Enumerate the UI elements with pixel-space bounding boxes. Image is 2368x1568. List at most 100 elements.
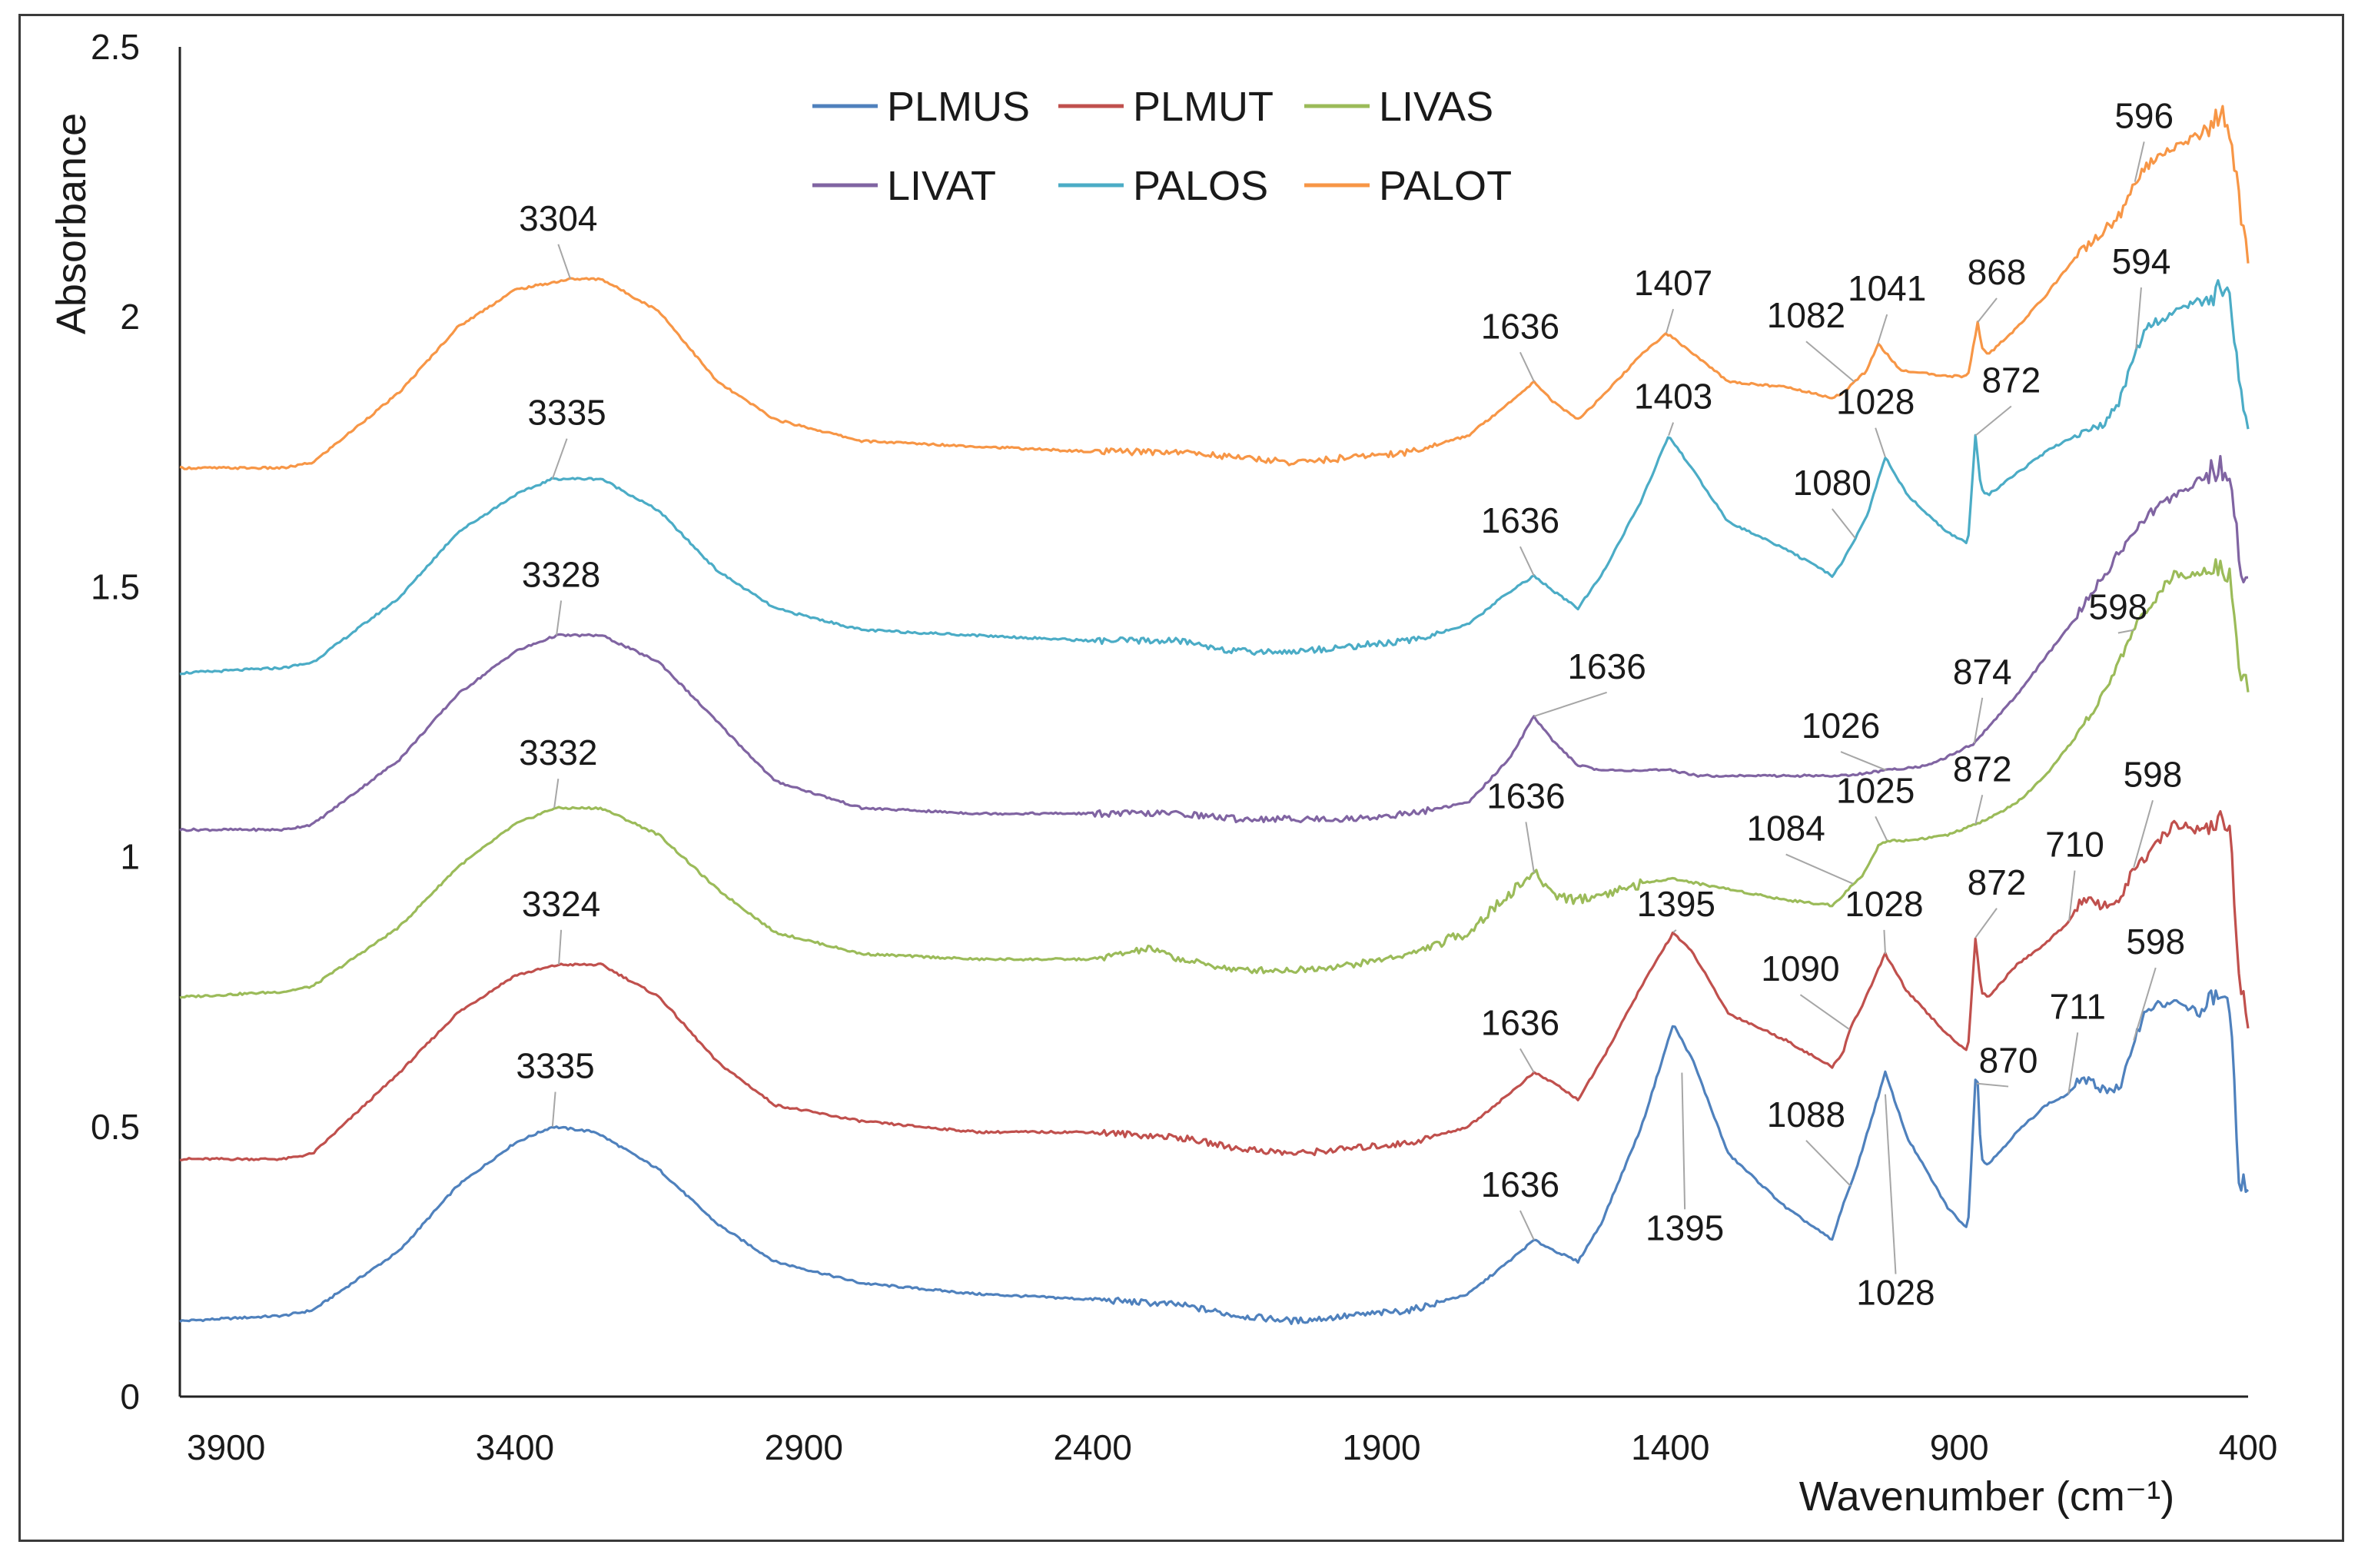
annotation-label: 1407 (1634, 263, 1712, 303)
annotation-leader (1805, 1140, 1852, 1187)
annotation-label: 3332 (519, 733, 597, 772)
annotation-label: 1026 (1802, 706, 1880, 746)
x-tick-label: 2400 (1053, 1427, 1131, 1467)
annotation-label: 710 (2045, 825, 2104, 865)
annotation-leader (1666, 308, 1675, 334)
annotation-leader (1973, 697, 1984, 744)
annotation-leader (1884, 1094, 1897, 1274)
annotation-label: 1636 (1481, 1164, 1559, 1204)
x-tick-label: 3400 (476, 1427, 554, 1467)
annotation-leader (1519, 1048, 1535, 1074)
annotation-leader (1974, 795, 1984, 825)
y-tick-label: 0.5 (91, 1107, 140, 1147)
ftir-spectra-chart: 0 0.5 1 1.5 2 2.5 3900 3400 2900 2400 1900 1400 900 4… (48, 27, 2277, 1520)
annotation-label: 872 (1981, 360, 2041, 400)
series-line-plmus (179, 989, 2250, 1325)
annotation-label: 3304 (519, 198, 597, 238)
annotation-leader (1519, 546, 1535, 576)
x-tick-label: 1400 (1631, 1427, 1709, 1467)
annotation-leader (2067, 870, 2076, 922)
figure-frame: 0 0.5 1 1.5 2 2.5 3900 3400 2900 2400 1900 1400 900 4… (18, 14, 2344, 1542)
legend-label-plmus: PLMUS (887, 84, 1030, 130)
annotation-leader (1840, 751, 1887, 772)
x-tick-label: 900 (1930, 1427, 1989, 1467)
annotation-label: 1636 (1486, 776, 1565, 816)
annotation-label: 1028 (1836, 382, 1915, 422)
annotation-label: 1395 (1637, 884, 1715, 924)
annotation-label: 874 (1953, 652, 2012, 692)
annotation-label: 3328 (522, 554, 600, 594)
annotation-label: 1084 (1746, 809, 1825, 849)
annotation-label: 1395 (1646, 1208, 1724, 1247)
legend-label-livat: LIVAT (887, 163, 996, 209)
annotation-leader (2133, 800, 2154, 868)
annotation-leader (558, 929, 563, 965)
y-tick-label: 2.5 (91, 27, 140, 67)
y-axis-title: Absorbance (48, 113, 95, 334)
annotation-label: 868 (1968, 252, 2027, 292)
x-tick-label: 2900 (765, 1427, 843, 1467)
y-tick-label: 2 (120, 297, 140, 337)
annotation-leader (1976, 1082, 2009, 1088)
annotation-label: 872 (1953, 749, 2012, 789)
series-line-plmut (179, 810, 2250, 1161)
annotation-label: 1636 (1481, 1002, 1559, 1042)
series-line-palos (179, 279, 2250, 676)
annotation-leader (2134, 141, 2145, 182)
legend-label-livas: LIVAS (1379, 84, 1493, 130)
annotation-leader (1668, 422, 1675, 437)
annotation-label: 1090 (1761, 948, 1839, 988)
annotation-leader (1832, 508, 1856, 539)
series-line-palot (179, 105, 2250, 470)
annotation-label: 594 (2112, 241, 2171, 281)
annotation-leader (2117, 629, 2134, 634)
annotation-leader (1877, 314, 1888, 344)
x-tick-label: 3900 (187, 1427, 265, 1467)
annotation-label: 1028 (1845, 884, 1923, 924)
annotation-label: 598 (2124, 754, 2183, 794)
legend-label-palos: PALOS (1133, 163, 1268, 209)
annotation-leader (1875, 427, 1886, 458)
annotation-label: 1636 (1481, 500, 1559, 540)
annotation-label: 3335 (527, 393, 606, 433)
annotation-label: 3335 (516, 1046, 594, 1086)
annotation-leader (1519, 351, 1535, 382)
annotation-leader (553, 779, 560, 809)
annotation-label: 1028 (1856, 1273, 1935, 1313)
series-layer (179, 105, 2250, 1325)
series-line-livas (179, 558, 2250, 999)
y-tick-label: 1.5 (91, 566, 140, 606)
annotation-label: 1636 (1481, 306, 1559, 346)
annotation-leader (556, 600, 563, 636)
legend-label-palot: PALOT (1379, 163, 1512, 209)
annotation-label: 596 (2114, 95, 2174, 135)
annotation-label: 1082 (1767, 295, 1845, 335)
annotation-label: 598 (2126, 922, 2185, 962)
annotation-label: 3324 (522, 884, 600, 924)
annotation-leader (1805, 341, 1855, 383)
annotation-leader (557, 244, 572, 280)
series-line-livat (179, 454, 2249, 832)
annotation-leader (1672, 929, 1677, 933)
y-tick-label: 1 (120, 837, 140, 877)
annotation-label: 1088 (1767, 1095, 1845, 1134)
annotation-leader (1533, 691, 1607, 717)
annotation-leader (1977, 297, 1998, 323)
annotation-leader (551, 438, 568, 480)
x-axis-title: Wavenumber (cm⁻¹) (1799, 1473, 2175, 1520)
annotation-label: 598 (2088, 587, 2147, 627)
annotation-label: 1636 (1567, 646, 1646, 686)
annotation-label: 870 (1979, 1041, 2038, 1081)
annotation-leader (1974, 405, 2012, 437)
x-tick-label: 1900 (1342, 1427, 1420, 1467)
annotation-leader (1883, 929, 1886, 955)
annotation-leader (2067, 1032, 2079, 1095)
annotation-label: 711 (2050, 986, 2106, 1026)
y-tick-label: 0 (120, 1377, 140, 1417)
annotation-leader (551, 1091, 556, 1127)
legend-label-plmut: PLMUT (1133, 84, 1274, 130)
annotation-label: 1403 (1634, 377, 1712, 417)
annotation-leader (1785, 853, 1854, 885)
annotation-label: 872 (1968, 862, 2027, 902)
annotation-leader (2133, 967, 2157, 1041)
